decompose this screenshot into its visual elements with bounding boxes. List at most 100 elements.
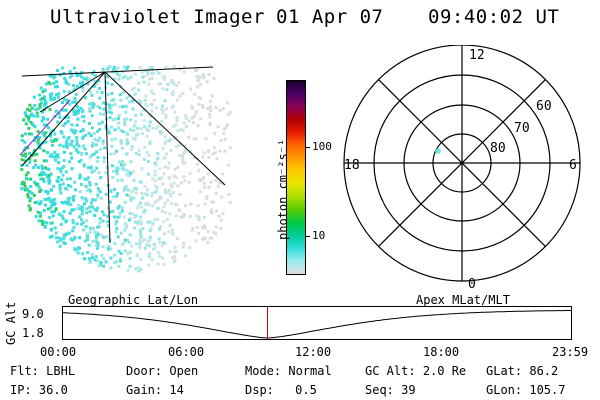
colorbar-tick-10 (306, 236, 310, 237)
aurora-pixel (157, 71, 161, 75)
aurora-pixel (48, 199, 52, 203)
aurora-pixel (78, 176, 81, 180)
aurora-pixel (167, 161, 171, 165)
aurora-pixel (208, 122, 212, 125)
aurora-pixel (70, 156, 74, 160)
aurora-pixel (142, 80, 146, 84)
aurora-pixel (95, 160, 99, 164)
aurora-pixel (147, 263, 151, 267)
aurora-pixel (161, 241, 165, 245)
aurora-pixel (115, 169, 119, 173)
aurora-pixel (60, 214, 64, 218)
aurora-pixel (130, 100, 134, 104)
aurora-pixel (148, 235, 152, 239)
aurora-pixel (98, 127, 101, 131)
aurora-pixel (142, 210, 146, 214)
aurora-pixel (173, 110, 177, 114)
aurora-pixel (163, 211, 167, 214)
aurora-pixel (117, 204, 121, 208)
aurora-pixel (115, 220, 119, 224)
timeline-plot (62, 306, 572, 340)
aurora-pixel (140, 191, 144, 195)
aurora-pixel (91, 227, 95, 231)
aurora-pixel (96, 231, 100, 235)
auroral-image (19, 65, 232, 273)
aurora-pixel (113, 103, 117, 107)
aurora-pixel (147, 159, 150, 163)
aurora-pixel (44, 131, 48, 135)
aurora-pixel (74, 248, 78, 252)
dsp-field: Dsp: 0.5 (245, 383, 317, 397)
aurora-pixel (153, 218, 157, 221)
aurora-pixel (216, 184, 220, 188)
aurora-pixel (149, 120, 153, 124)
aurora-pixel (33, 104, 37, 108)
aurora-pixel (207, 73, 211, 76)
aurora-pixel (116, 178, 120, 182)
aurora-pixel (54, 231, 58, 235)
aurora-pixel (43, 172, 47, 176)
aurora-pixel (176, 184, 180, 188)
aurora-pixel (96, 259, 100, 263)
aurora-pixel (128, 118, 132, 122)
aurora-pixel (62, 159, 66, 162)
aurora-pixel (43, 224, 47, 228)
aurora-pixel (213, 131, 217, 135)
timeline-right-caption: Apex MLat/MLT (416, 293, 510, 307)
aurora-pixel (163, 201, 167, 205)
aurora-pixel (61, 124, 65, 128)
aurora-pixel (74, 188, 78, 192)
aurora-pixel (190, 228, 194, 232)
aurora-pixel (197, 217, 201, 221)
aurora-pixel (88, 205, 92, 209)
aurora-pixel (30, 122, 34, 126)
aurora-pixel (130, 145, 134, 149)
aurora-pixel (55, 179, 59, 183)
aurora-pixel (92, 70, 96, 74)
aurora-pixel (90, 93, 94, 97)
aurora-pixel (119, 252, 123, 255)
aurora-pixel (68, 160, 72, 164)
aurora-pixel (45, 82, 49, 86)
aurora-pixel (146, 220, 150, 224)
aurora-pixel (195, 68, 199, 72)
aurora-pixel (151, 204, 155, 208)
aurora-pixel (65, 232, 69, 236)
aurora-pixel (163, 99, 167, 103)
aurora-pixel (102, 264, 105, 268)
aurora-pixel (55, 80, 59, 84)
aurora-pixel (195, 85, 199, 89)
aurora-pixel (153, 246, 157, 250)
aurora-pixel (108, 116, 112, 120)
aurora-pixel (38, 136, 41, 139)
aurora-pixel (228, 201, 232, 204)
aurora-pixel (80, 205, 84, 209)
aurora-pixel (166, 82, 170, 86)
aurora-pixel (38, 214, 42, 218)
aurora-pixel (88, 183, 92, 187)
aurora-pixel (64, 170, 68, 174)
aurora-pixel (190, 116, 194, 120)
aurora-pixel (82, 164, 86, 168)
aurora-pixel (91, 256, 95, 260)
aurora-pixel (25, 164, 29, 167)
aurora-pixel (202, 76, 206, 80)
aurora-pixel (108, 106, 112, 110)
aurora-pixel (206, 241, 210, 245)
aurora-pixel (56, 155, 60, 159)
aurora-pixel (183, 148, 187, 152)
aurora-pixel (128, 257, 132, 261)
aurora-pixel (93, 213, 97, 217)
aurora-pixel (111, 209, 115, 213)
aurora-pixel (81, 127, 85, 131)
aurora-pixel (97, 87, 101, 90)
aurora-pixel (119, 257, 122, 261)
aurora-pixel (175, 237, 179, 240)
aurora-pixel (214, 225, 218, 229)
aurora-pixel (76, 251, 80, 255)
aurora-pixel (30, 106, 34, 110)
aurora-pixel (43, 203, 47, 207)
aurora-pixel (139, 232, 143, 236)
aurora-pixel (193, 92, 196, 96)
